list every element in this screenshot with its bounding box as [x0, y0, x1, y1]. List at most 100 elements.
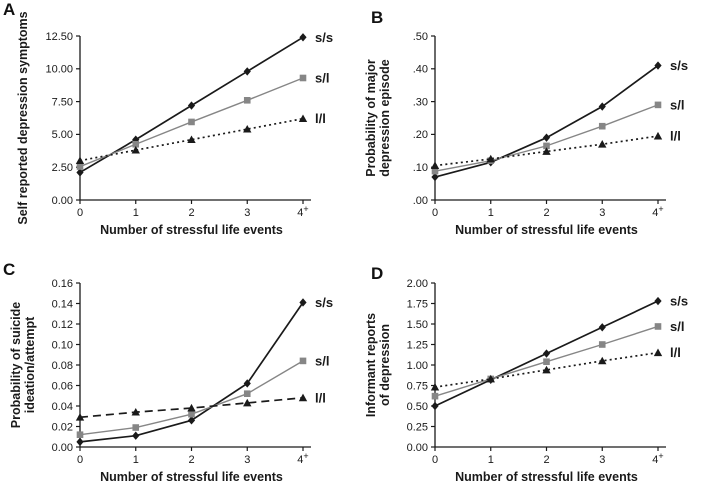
series-label-l/l: l/l	[315, 111, 326, 126]
chart-panel-b: .00 .10 .20 .30 .40 .50 0 1 2 3 4+ Number of stress…	[364, 31, 688, 237]
y-tick-label: 1.75	[407, 298, 428, 310]
x-tick-label: 1	[488, 454, 494, 466]
series-line-l/l	[434, 351, 659, 388]
marker-triangle-l/l	[542, 365, 551, 374]
y-tick-label: 10.00	[45, 64, 73, 76]
y-tick-label: 1.00	[407, 360, 428, 372]
y-tick-label: 1.50	[407, 319, 428, 331]
marker-diamond-s/s	[299, 33, 307, 42]
marker-square-s/l	[654, 323, 662, 330]
marker-square-s/l	[188, 118, 195, 126]
marker-triangle-l/l	[187, 135, 196, 144]
y-tick-label: 0.00	[52, 442, 73, 454]
x-tick-label: 0	[77, 454, 83, 466]
marker-square-s/l	[243, 390, 251, 397]
marker-diamond-s/s	[132, 431, 140, 440]
y-tick-label: .50	[413, 31, 428, 43]
x-tick-label: 0	[77, 207, 83, 219]
y-tick-label: .10	[413, 162, 428, 174]
marker-square-s/l	[431, 167, 439, 175]
marker-triangle-l/l	[131, 407, 140, 416]
x-tick-label: 0	[432, 454, 438, 466]
y-tick-label: .30	[413, 96, 428, 108]
panel-d: D 0.00 0.25 0.50 0.75 1.00 1.25 1.50 1.75 2.00 0 1…	[355, 247, 711, 494]
x-tick-label: 3	[599, 454, 605, 466]
marker-square-s/l	[598, 341, 606, 348]
marker-square-s/l	[543, 358, 550, 366]
marker-triangle-l/l	[653, 348, 663, 357]
marker-triangle-l/l	[131, 145, 140, 154]
marker-triangle-l/l	[187, 403, 196, 412]
marker-square-s/l	[76, 431, 84, 438]
y-tick-label: 0.50	[407, 401, 428, 413]
panel-letter-c: C	[3, 260, 16, 279]
marker-triangle-l/l	[653, 131, 663, 140]
marker-triangle-l/l	[598, 356, 607, 365]
y-tick-label: 12.50	[45, 31, 73, 43]
y-tick-label: 2.00	[407, 278, 428, 290]
marker-diamond-s/s	[598, 323, 606, 332]
panel-letter-b: B	[371, 8, 384, 27]
marker-square-s/l	[76, 163, 84, 170]
y-tick-label: 0.12	[52, 319, 73, 331]
marker-triangle-l/l	[598, 140, 607, 148]
x-tick-label: 4+	[652, 204, 663, 219]
marker-square-s/l	[431, 392, 439, 400]
panel-letter-d: D	[371, 264, 384, 283]
y-axis-label: ideation/attempt	[23, 316, 37, 413]
marker-square-s/l	[654, 101, 662, 109]
marker-diamond-s/s	[431, 401, 439, 411]
x-tick-label: 1	[133, 454, 139, 466]
marker-diamond-s/s	[598, 102, 606, 111]
marker-triangle-l/l	[542, 147, 551, 155]
x-tick-label: 3	[599, 207, 605, 219]
panel-letter-a: A	[3, 0, 16, 19]
x-tick-label: 4+	[297, 451, 308, 466]
marker-triangle-l/l	[486, 154, 495, 163]
x-tick-label: 4+	[297, 204, 308, 219]
y-tick-label: 0.16	[52, 278, 73, 290]
x-tick-label: 1	[488, 207, 494, 219]
marker-square-s/l	[132, 424, 140, 431]
x-tick-label: 2	[188, 454, 194, 466]
marker-diamond-s/s	[654, 296, 662, 306]
y-tick-label: 7.50	[52, 96, 73, 108]
marker-diamond-s/s	[299, 298, 307, 307]
marker-triangle-l/l	[75, 413, 85, 421]
y-axis-label: Self reported depression symptoms	[16, 11, 30, 224]
series-label-s/l: s/l	[315, 353, 329, 368]
y-tick-label: 0.06	[52, 380, 73, 392]
y-tick-label: 0.14	[52, 298, 73, 310]
y-tick-label: 0.25	[407, 421, 428, 433]
marker-diamond-s/s	[243, 67, 251, 76]
series-label-s/l: s/l	[670, 97, 684, 112]
x-axis-label: Number of stressful life events	[455, 223, 638, 237]
marker-triangle-l/l	[298, 393, 308, 402]
chart-panel-a: 0.00 2.50 5.00 7.50 10.00 12.50 0 1 2 3 4+ Number o…	[16, 11, 333, 237]
series-line-l/l	[434, 135, 659, 167]
marker-triangle-l/l	[243, 398, 252, 407]
marker-triangle-l/l	[430, 382, 440, 391]
series-label-l/l: l/l	[670, 129, 681, 144]
marker-triangle-l/l	[430, 161, 440, 169]
marker-square-s/l	[598, 122, 606, 130]
y-tick-label: 5.00	[52, 129, 73, 141]
marker-diamond-s/s	[654, 61, 662, 70]
y-tick-label: 0.75	[407, 380, 428, 392]
series-line-s/s	[434, 64, 659, 178]
y-tick-label: 1.25	[407, 339, 428, 351]
chart-panel-c: 0.00 0.02 0.04 0.06 0.08 0.10 0.12 0.14 0.16 0 1 2 3…	[9, 278, 333, 484]
x-axis-label: Number of stressful life events	[100, 223, 283, 237]
x-tick-label: 0	[432, 207, 438, 219]
series-label-s/l: s/l	[670, 319, 684, 334]
marker-square-s/l	[543, 142, 550, 150]
y-tick-label: .00	[413, 195, 428, 207]
marker-square-s/l	[299, 357, 307, 365]
y-tick-label: .20	[413, 129, 428, 141]
x-tick-label: 2	[543, 207, 549, 219]
series-label-s/s: s/s	[670, 58, 688, 73]
marker-square-s/l	[132, 140, 140, 148]
x-axis-label: Number of stressful life events	[455, 470, 638, 484]
x-tick-label: 1	[133, 207, 139, 219]
